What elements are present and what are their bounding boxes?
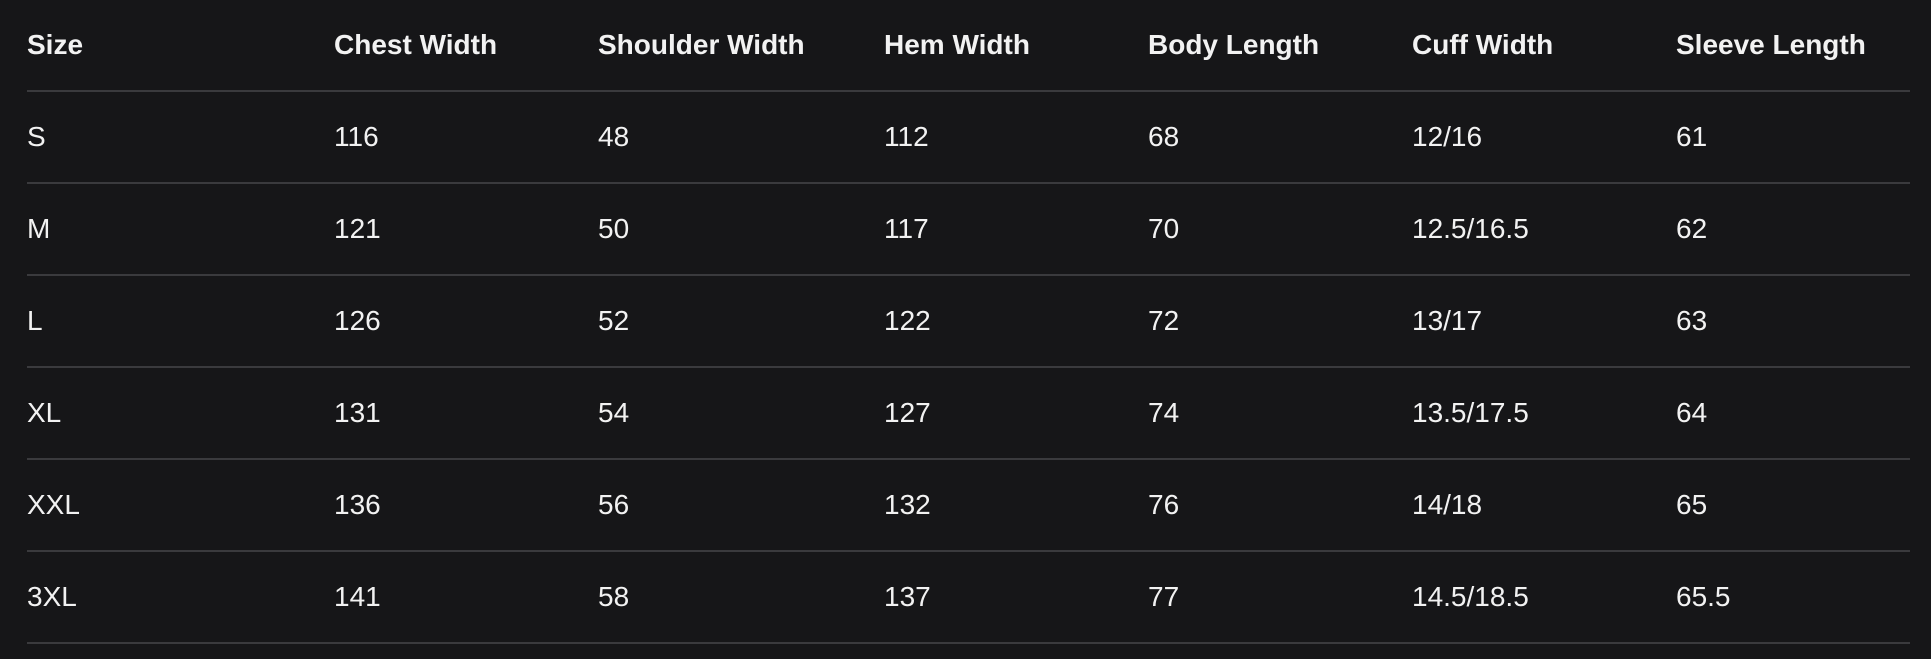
- table-cell: 132: [884, 459, 1148, 552]
- table-row: XL 131 54 127 74 13.5/17.5 64: [27, 367, 1910, 460]
- table-cell: 72: [1148, 275, 1412, 368]
- table-cell: 14.5/18.5: [1412, 551, 1676, 644]
- table-cell: 65: [1676, 459, 1910, 552]
- table-cell: 137: [884, 551, 1148, 644]
- table-cell: 12.5/16.5: [1412, 183, 1676, 276]
- table-cell: XL: [27, 367, 334, 460]
- column-header: Hem Width: [884, 0, 1148, 92]
- table-cell: 136: [334, 459, 598, 552]
- table-cell: 141: [334, 551, 598, 644]
- column-header: Cuff Width: [1412, 0, 1676, 92]
- table-cell: 74: [1148, 367, 1412, 460]
- column-header: Size: [27, 0, 334, 92]
- table-row: M 121 50 117 70 12.5/16.5 62: [27, 183, 1910, 276]
- table-cell: 121: [334, 183, 598, 276]
- table-cell: 52: [598, 275, 884, 368]
- table-cell: 64: [1676, 367, 1910, 460]
- table-row: L 126 52 122 72 13/17 63: [27, 275, 1910, 368]
- table-cell: 77: [1148, 551, 1412, 644]
- header-row: Size Chest Width Shoulder Width Hem Width Bo…: [27, 0, 1910, 92]
- table-cell: 63: [1676, 275, 1910, 368]
- table-cell: 56: [598, 459, 884, 552]
- table-cell: 13/17: [1412, 275, 1676, 368]
- table-cell: L: [27, 275, 334, 368]
- column-header: Body Length: [1148, 0, 1412, 92]
- column-header: Shoulder Width: [598, 0, 884, 92]
- table-cell: 122: [884, 275, 1148, 368]
- table-cell: 14/18: [1412, 459, 1676, 552]
- table-cell: 50: [598, 183, 884, 276]
- table-cell: 13.5/17.5: [1412, 367, 1676, 460]
- table-cell: 61: [1676, 91, 1910, 184]
- table-cell: 112: [884, 91, 1148, 184]
- table-cell: M: [27, 183, 334, 276]
- table-cell: 126: [334, 275, 598, 368]
- column-header: Sleeve Length: [1676, 0, 1910, 92]
- table-cell: 68: [1148, 91, 1412, 184]
- table-cell: 54: [598, 367, 884, 460]
- table-row: XXL 136 56 132 76 14/18 65: [27, 459, 1910, 552]
- table-cell: 127: [884, 367, 1148, 460]
- table-cell: 131: [334, 367, 598, 460]
- table-cell: 65.5: [1676, 551, 1910, 644]
- table-cell: 58: [598, 551, 884, 644]
- table-cell: 48: [598, 91, 884, 184]
- size-chart-table: Size Chest Width Shoulder Width Hem Width Bo…: [27, 0, 1910, 644]
- table-cell: XXL: [27, 459, 334, 552]
- table-cell: 116: [334, 91, 598, 184]
- table-cell: 70: [1148, 183, 1412, 276]
- column-header: Chest Width: [334, 0, 598, 92]
- table-cell: 117: [884, 183, 1148, 276]
- table-cell: 12/16: [1412, 91, 1676, 184]
- table-cell: 3XL: [27, 551, 334, 644]
- table-cell: 76: [1148, 459, 1412, 552]
- table-row: 3XL 141 58 137 77 14.5/18.5 65.5: [27, 551, 1910, 644]
- table-cell: 62: [1676, 183, 1910, 276]
- table-cell: S: [27, 91, 334, 184]
- table-row: S 116 48 112 68 12/16 61: [27, 91, 1910, 184]
